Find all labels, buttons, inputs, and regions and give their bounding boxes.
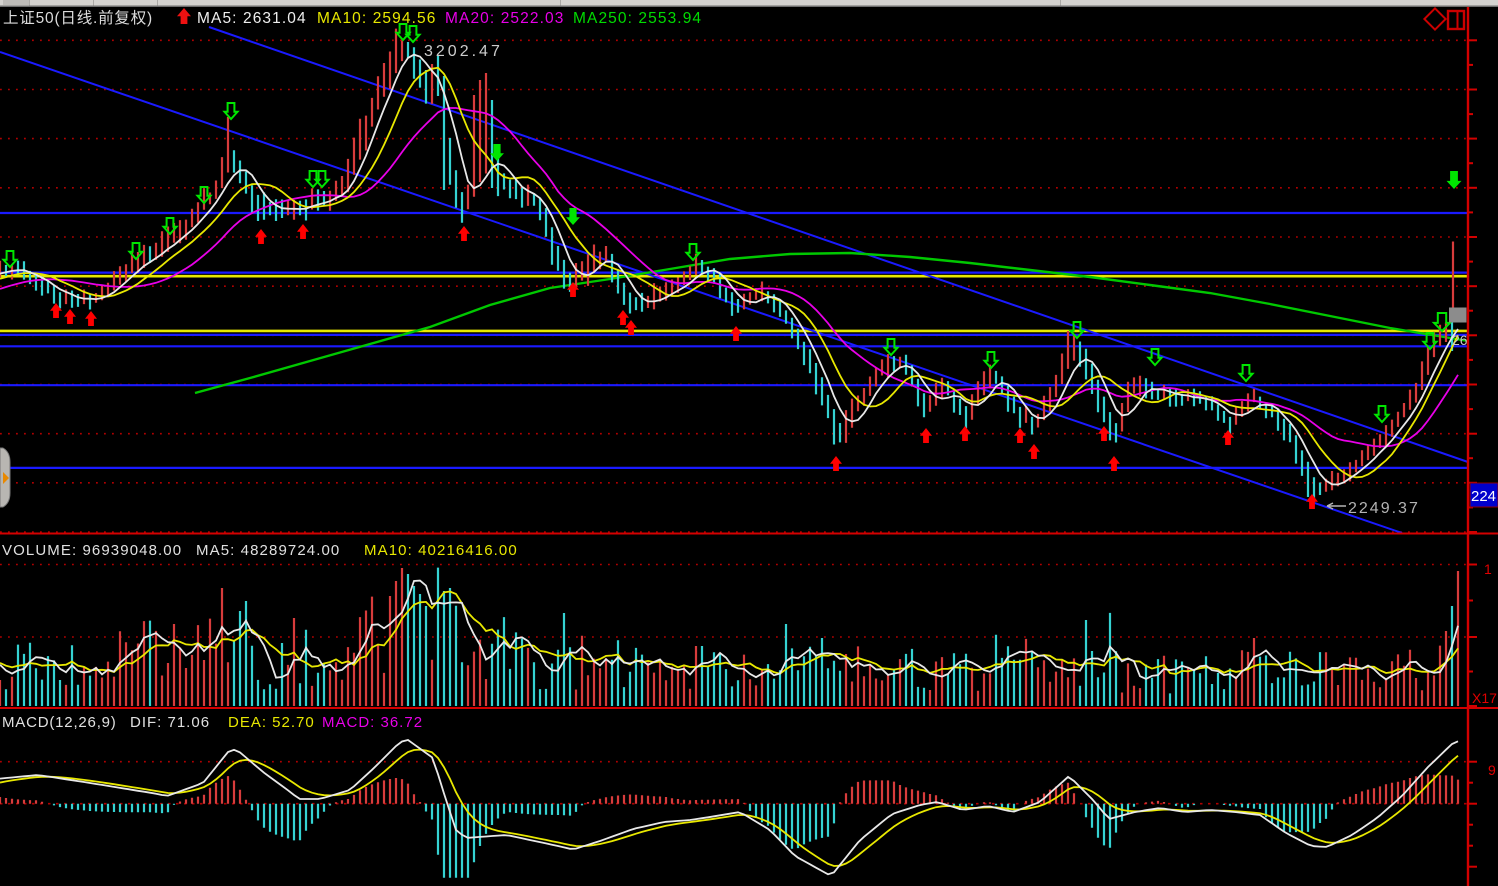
svg-text:MA250: 2553.94: MA250: 2553.94 bbox=[573, 10, 702, 27]
svg-text:MACD(12,26,9): MACD(12,26,9) bbox=[2, 714, 117, 731]
svg-text:DIF: 71.06: DIF: 71.06 bbox=[130, 714, 210, 731]
svg-text:3202.47: 3202.47 bbox=[424, 43, 503, 60]
svg-text:9: 9 bbox=[1488, 762, 1496, 778]
svg-text:2249.37: 2249.37 bbox=[1348, 500, 1420, 517]
svg-text:26: 26 bbox=[1452, 332, 1468, 348]
svg-text:X17: X17 bbox=[1472, 690, 1497, 706]
svg-text:MA10: 2594.56: MA10: 2594.56 bbox=[317, 10, 436, 27]
svg-text:1: 1 bbox=[1484, 561, 1492, 577]
svg-text:224: 224 bbox=[1471, 488, 1496, 505]
svg-text:MACD: 36.72: MACD: 36.72 bbox=[322, 714, 423, 731]
svg-text:MA5: 48289724.00: MA5: 48289724.00 bbox=[196, 542, 340, 559]
svg-text:上证50(日线.前复权): 上证50(日线.前复权) bbox=[3, 9, 153, 27]
svg-text:MA10: 40216416.00: MA10: 40216416.00 bbox=[364, 542, 518, 559]
svg-text:VOLUME: 96939048.00: VOLUME: 96939048.00 bbox=[2, 542, 182, 559]
svg-text:DEA: 52.70: DEA: 52.70 bbox=[228, 714, 315, 731]
svg-text:MA20: 2522.03: MA20: 2522.03 bbox=[445, 10, 564, 27]
svg-text:MA5: 2631.04: MA5: 2631.04 bbox=[197, 10, 307, 27]
